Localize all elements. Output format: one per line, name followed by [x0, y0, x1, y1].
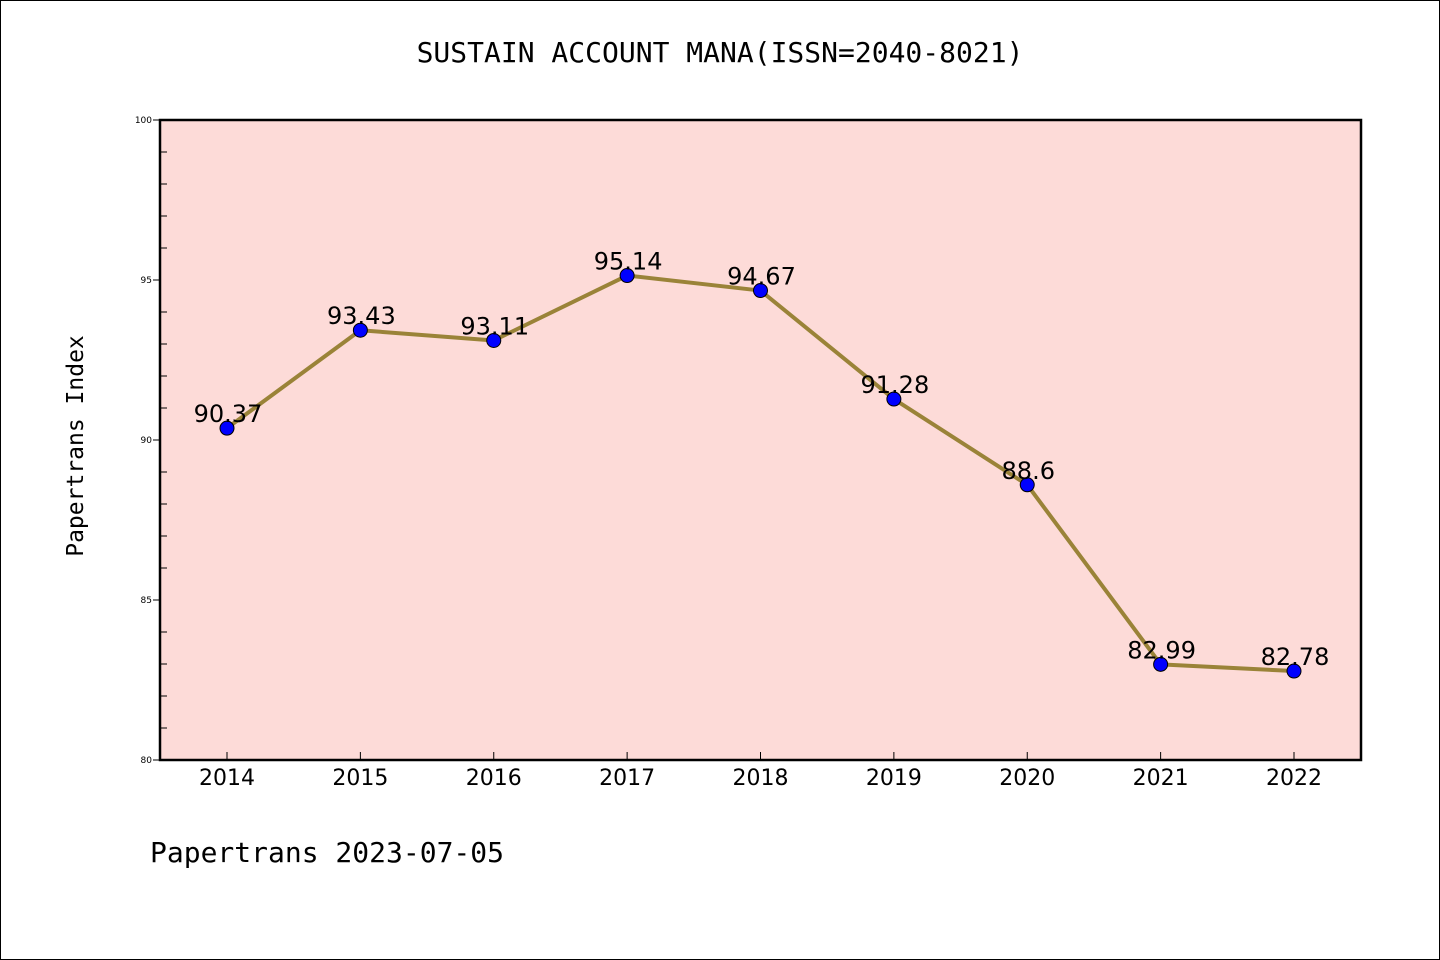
x-tick-label: 2018: [733, 766, 789, 791]
y-axis: 80 85 90 95 100: [135, 116, 167, 766]
data-label: 82.99: [1127, 636, 1196, 664]
data-label: 94.67: [727, 263, 796, 291]
x-tick-label: 2016: [466, 766, 522, 791]
data-point: [619, 268, 635, 284]
y-tick-label: 95: [141, 276, 152, 286]
x-tick-label: 2022: [1266, 766, 1322, 791]
x-tick-label: 2015: [332, 766, 388, 791]
data-point: [886, 391, 902, 407]
plot-area: [158, 118, 1363, 762]
data-label: 93.11: [460, 312, 529, 340]
x-axis: 2014 2015 2016 2017 2018 2019 2020 2021 2022: [199, 752, 1322, 791]
data-label: 88.6: [1002, 457, 1055, 485]
x-tick-label: 2014: [199, 766, 255, 791]
data-markers: [219, 268, 1302, 679]
data-point: [486, 332, 502, 348]
footer-note: Papertrans 2023-07-05: [150, 836, 505, 869]
x-tick-label: 2017: [599, 766, 655, 791]
data-labels: 90.37 93.43 93.11 95.14 94.67 91.28 88.6 82.99 8…: [194, 248, 1330, 672]
data-label: 95.14: [594, 248, 663, 276]
chart-title: SUSTAIN ACCOUNT MANA(ISSN=2040-8021): [416, 36, 1024, 69]
x-tick-label: 2019: [866, 766, 922, 791]
y-tick-label: 85: [141, 596, 152, 606]
data-point: [1019, 477, 1035, 493]
data-label: 91.28: [861, 371, 930, 399]
data-label: 93.43: [327, 302, 396, 330]
data-point: [1286, 663, 1302, 679]
data-label: 82.78: [1261, 643, 1330, 671]
y-tick-label: 80: [141, 756, 153, 766]
data-point: [753, 283, 768, 299]
x-tick-label: 2021: [1133, 766, 1189, 791]
x-tick-label: 2020: [999, 766, 1055, 791]
y-tick-label: 100: [135, 116, 152, 126]
data-point: [352, 322, 368, 338]
data-point: [1153, 656, 1169, 672]
data-point: [219, 420, 235, 436]
y-tick-label: 90: [141, 436, 153, 446]
data-label: 90.37: [194, 400, 263, 428]
